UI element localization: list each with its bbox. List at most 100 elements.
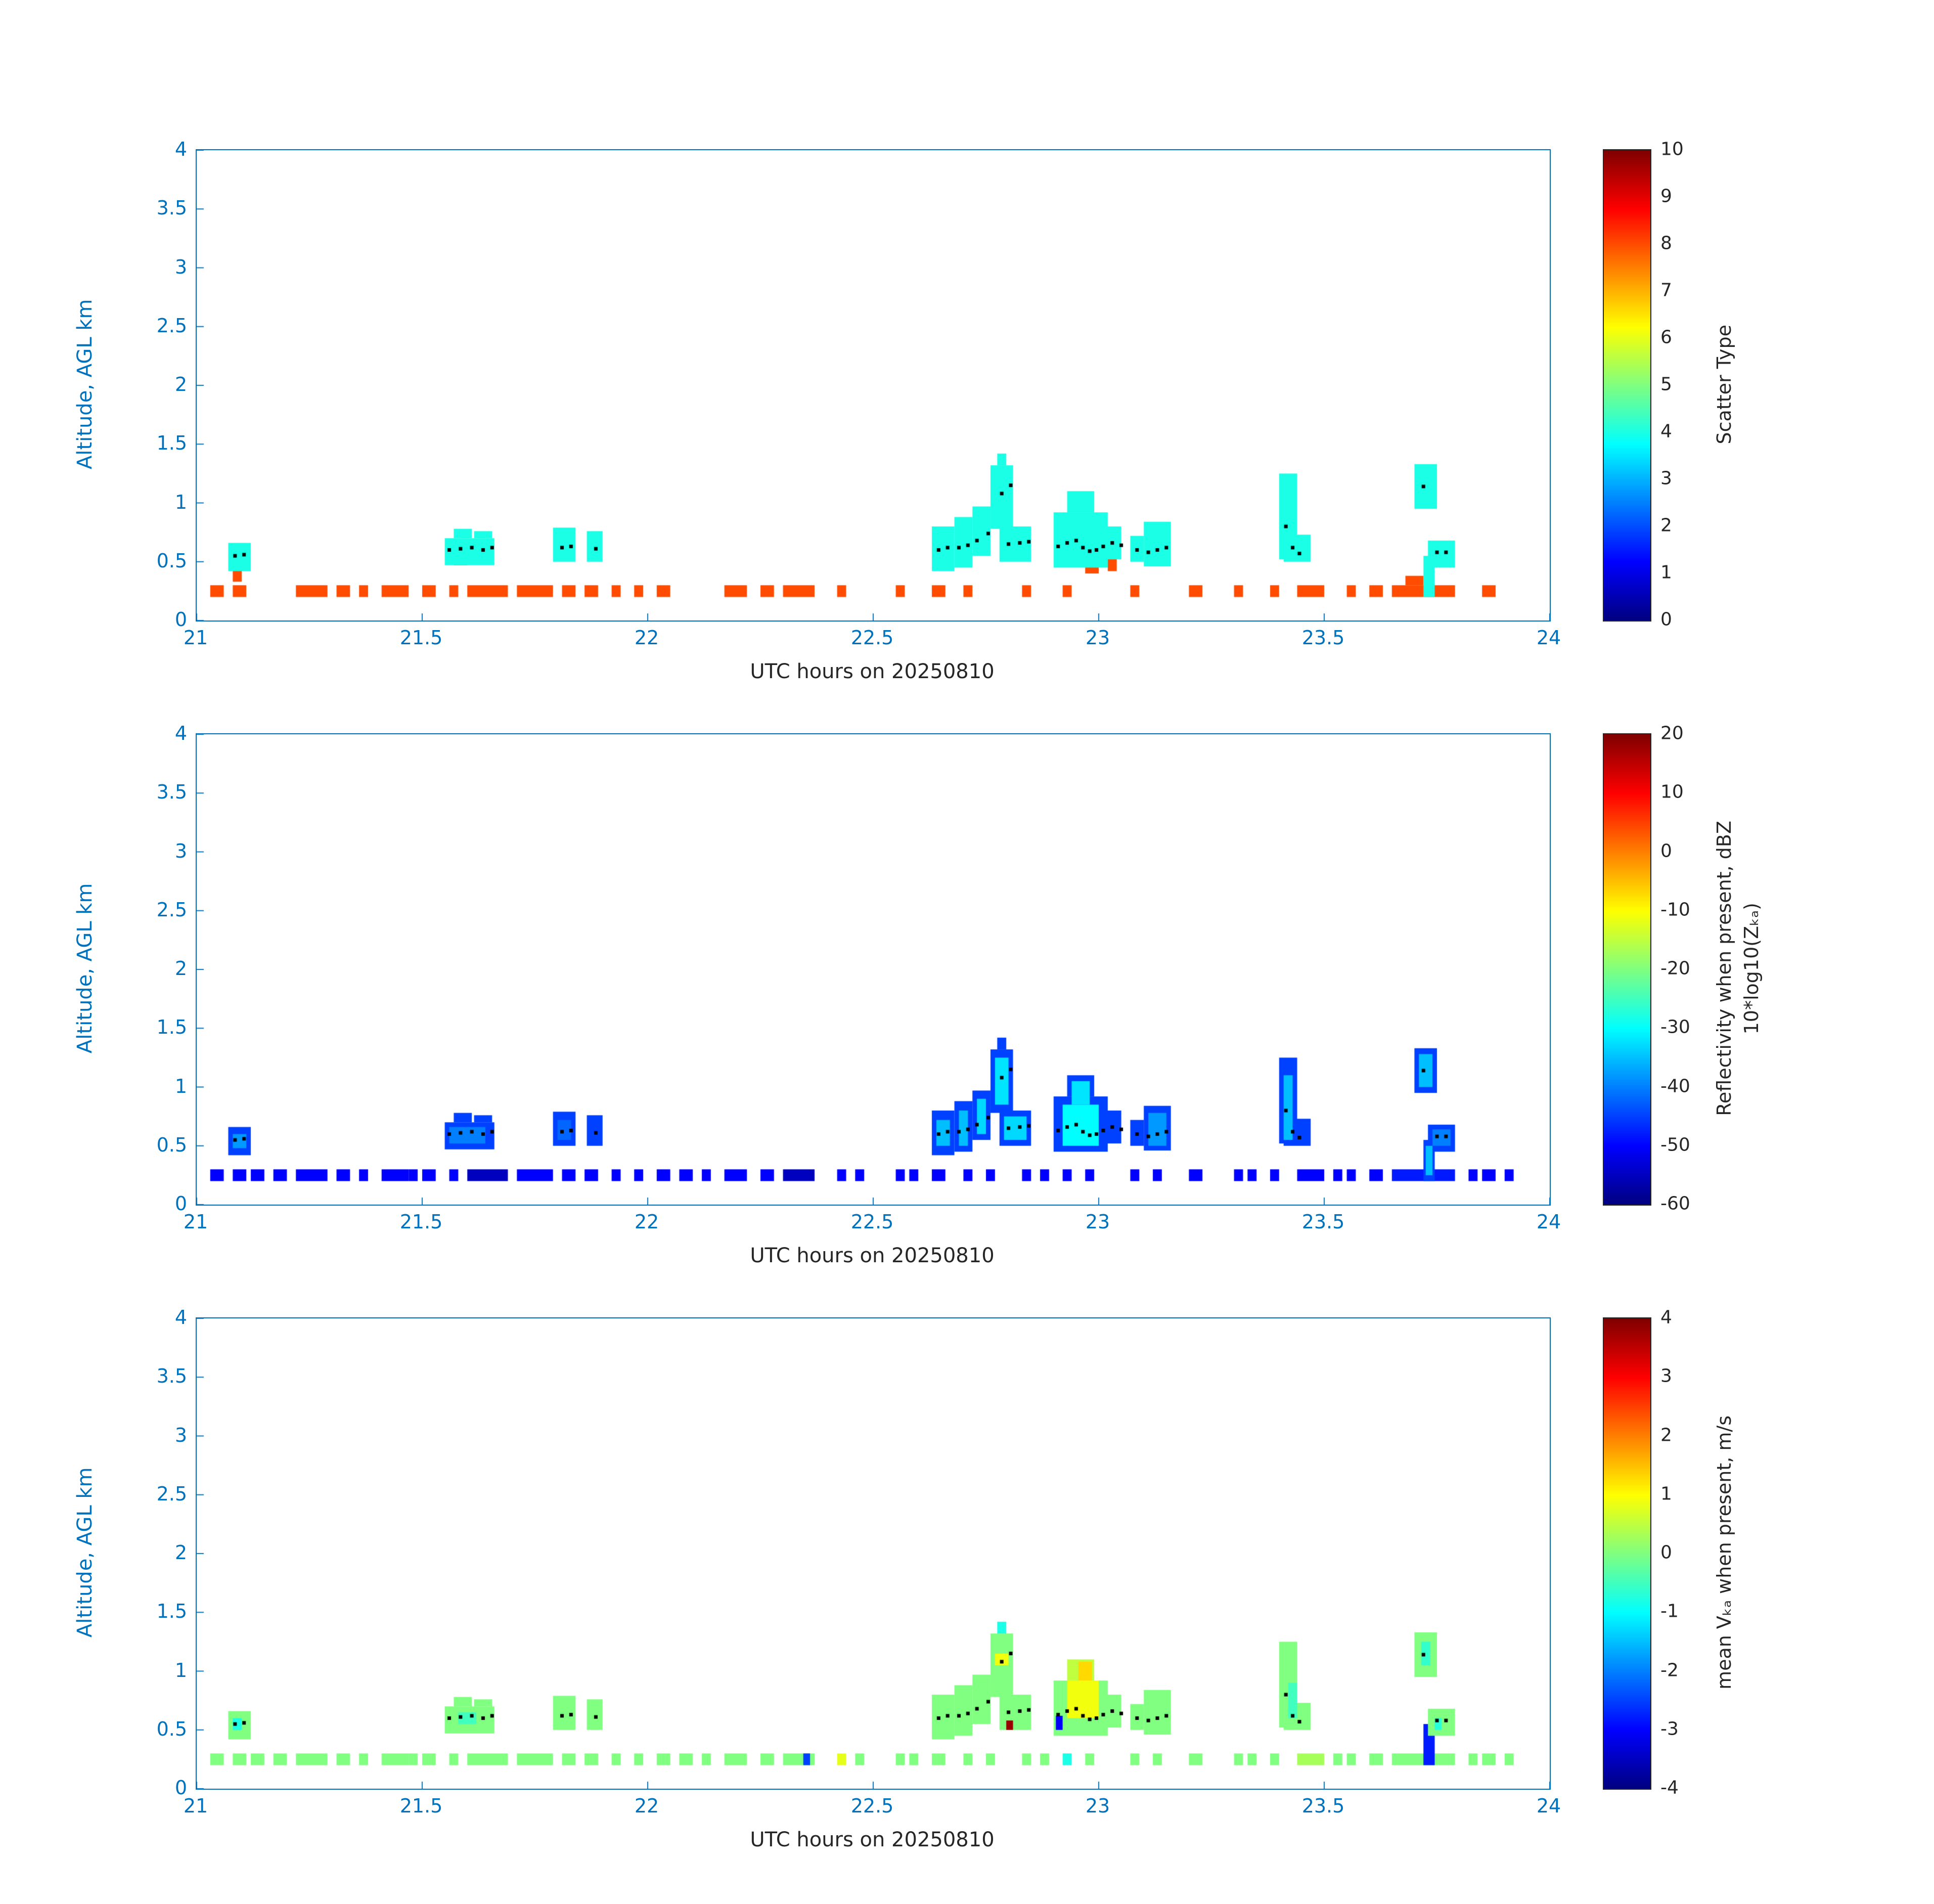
x-tick-label: 23: [1085, 1211, 1110, 1233]
x-axis-label: UTC hours on 20250810: [750, 1828, 995, 1851]
y-axis-label: Altitude, AGL km: [73, 299, 97, 470]
colorbar: [1603, 1317, 1651, 1790]
x-tick-label: 24: [1536, 1795, 1561, 1817]
colorbar-tick-label: 8: [1660, 233, 1672, 254]
colorbar-tick-label: 1: [1660, 1483, 1672, 1504]
x-tick-label: 23: [1085, 1795, 1110, 1817]
y-tick-label: 1: [174, 491, 187, 513]
colorbar: [1603, 149, 1651, 622]
colorbar-gradient: [1604, 1318, 1650, 1789]
y-tick-label: 3: [174, 255, 187, 278]
y-tick-label: 1: [174, 1659, 187, 1681]
y-axis-tick-labels: 0 0.5 1 1.5 2 2.5 3 3.5 4: [116, 138, 187, 631]
y-tick-label: 3.5: [156, 781, 187, 804]
colorbar-tick-label: -40: [1660, 1076, 1690, 1096]
colorbar-tick-label: 3: [1660, 1365, 1672, 1387]
y-tick-label: 0: [174, 1777, 187, 1799]
y-tick-label: 2.5: [156, 314, 187, 337]
x-axis-label: UTC hours on 20250810: [750, 1244, 995, 1267]
x-axis-tick-labels: 21 21.5 22 22.5 23 23.5 24: [184, 627, 1561, 653]
x-axis-label: UTC hours on 20250810: [750, 660, 995, 683]
colorbar-tick-label: 0: [1660, 1542, 1672, 1563]
x-tick-label: 24: [1536, 1211, 1561, 1233]
y-axis-label: Altitude, AGL km: [73, 883, 97, 1054]
y-tick-label: 2.5: [156, 1482, 187, 1505]
y-tick-label: 3: [174, 1424, 187, 1446]
colorbar-label-line: 10*log10(Zₖₐ): [1740, 902, 1763, 1035]
heatmap-canvas: [197, 150, 1550, 621]
colorbar: [1603, 733, 1651, 1206]
colorbar-tick-label: 4: [1660, 421, 1672, 442]
colorbar-tick-label: 20: [1660, 723, 1684, 744]
colorbar-tick-label: 0: [1660, 609, 1672, 630]
colorbar-tick-label: 0: [1660, 840, 1672, 861]
y-tick-label: 2: [174, 1541, 187, 1564]
colorbar-tick-label: -3: [1660, 1718, 1679, 1740]
panel-reflectivity: Altitude, AGL km 0 0.5 1 1.5 2 2.5 3 3.5 4 21 21.…: [0, 722, 1934, 1320]
x-tick-label: 23: [1085, 627, 1110, 649]
x-tick-label: 22: [634, 1795, 659, 1817]
x-tick-label: 22: [634, 627, 659, 649]
colorbar-label-line: mean Vₖₐ when present, m/s: [1713, 1415, 1735, 1690]
colorbar-tick-label: -60: [1660, 1193, 1690, 1214]
colorbar-gradient: [1604, 734, 1650, 1205]
colorbar-label-line: Reflectivity when present, dBZ: [1713, 821, 1735, 1116]
colorbar-tick-label: 10: [1660, 781, 1684, 803]
colorbar-tick-label: 2: [1660, 515, 1672, 536]
panel-mean-velocity: Altitude, AGL km 0 0.5 1 1.5 2 2.5 3 3.5 4 21 21.…: [0, 1306, 1934, 1904]
y-tick-label: 1.5: [156, 1016, 187, 1039]
colorbar-tick-label: -20: [1660, 958, 1690, 979]
x-tick-label: 22: [634, 1211, 659, 1233]
y-axis-tick-labels: 0 0.5 1 1.5 2 2.5 3 3.5 4: [116, 1306, 187, 1799]
colorbar-tick-label: 10: [1660, 139, 1684, 160]
y-axis-tick-labels: 0 0.5 1 1.5 2 2.5 3 3.5 4: [116, 722, 187, 1215]
x-tick-label: 21.5: [399, 1795, 443, 1817]
y-tick-label: 3: [174, 839, 187, 862]
heatmap-canvas: [197, 734, 1550, 1205]
x-tick-label: 23.5: [1301, 627, 1345, 649]
y-tick-label: 0.5: [156, 1133, 187, 1156]
y-tick-label: 3.5: [156, 197, 187, 219]
colorbar-tick-labels: 0 1 2 3 4 5 6 7 8 9 10: [1660, 139, 1731, 630]
colorbar-tick-label: 7: [1660, 280, 1672, 301]
y-axis-label: Altitude, AGL km: [73, 1467, 97, 1638]
colorbar-tick-label: 4: [1660, 1307, 1672, 1328]
colorbar-tick-labels: -4 -3 -2 -1 0 1 2 3 4: [1660, 1307, 1731, 1798]
y-tick-label: 0: [174, 1192, 187, 1215]
x-tick-label: 22.5: [850, 627, 894, 649]
x-tick-label: 22.5: [850, 1795, 894, 1817]
y-tick-label: 4: [174, 1306, 187, 1329]
x-axis-tick-labels: 21 21.5 22 22.5 23 23.5 24: [184, 1211, 1561, 1237]
y-tick-label: 1.5: [156, 1600, 187, 1623]
colorbar-tick-label: 6: [1660, 327, 1672, 348]
x-tick-label: 21.5: [399, 627, 443, 649]
x-tick-label: 24: [1536, 627, 1561, 649]
y-tick-label: 3.5: [156, 1365, 187, 1388]
x-tick-label: 21: [183, 1795, 208, 1817]
x-tick-label: 23.5: [1301, 1211, 1345, 1233]
x-tick-label: 21: [183, 1211, 208, 1233]
plot-area: [196, 1317, 1551, 1790]
colorbar-tick-label: -30: [1660, 1016, 1690, 1038]
colorbar-tick-labels: -60 -50 -40 -30 -20 -10 0 10 20: [1660, 723, 1731, 1214]
colorbar-tick-label: 9: [1660, 186, 1672, 207]
colorbar-tick-label: -50: [1660, 1134, 1690, 1156]
colorbar-label-line: Scatter Type: [1713, 324, 1735, 445]
plot-area: [196, 733, 1551, 1206]
x-tick-label: 21.5: [399, 1211, 443, 1233]
heatmap-canvas: [197, 1318, 1550, 1789]
y-tick-label: 1.5: [156, 432, 187, 455]
colorbar-gradient: [1604, 150, 1650, 621]
colorbar-tick-label: 1: [1660, 562, 1672, 583]
colorbar-tick-label: 3: [1660, 468, 1672, 489]
y-tick-label: 0.5: [156, 1717, 187, 1740]
y-tick-label: 1: [174, 1075, 187, 1097]
y-tick-label: 2.5: [156, 898, 187, 921]
x-axis-tick-labels: 21 21.5 22 22.5 23 23.5 24: [184, 1795, 1561, 1821]
colorbar-label: Scatter Type: [1713, 149, 1735, 619]
panel-scatter-type: Altitude, AGL km 0 0.5 1 1.5 2 2.5 3 3.5 4 21 21.…: [0, 138, 1934, 736]
x-tick-label: 23.5: [1301, 1795, 1345, 1817]
colorbar-tick-label: -10: [1660, 899, 1690, 920]
y-tick-label: 4: [174, 722, 187, 744]
